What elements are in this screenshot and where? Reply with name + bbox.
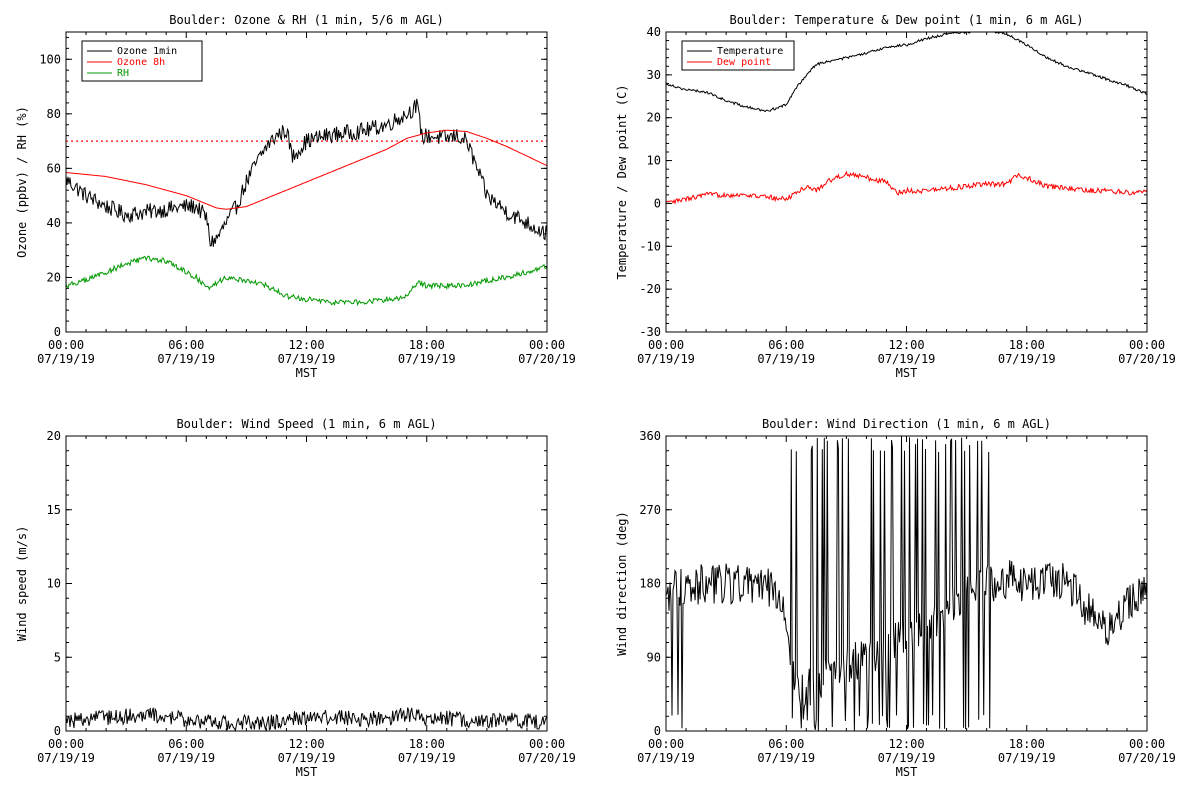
temp-dewpoint-xlabel: MST: [896, 366, 918, 380]
wind-speed-ytick-label: 15: [47, 503, 61, 517]
temp-dewpoint-legend-label: Temperature: [717, 46, 783, 57]
temp-dewpoint-xtick-time: 00:00: [1129, 338, 1165, 352]
wind-speed-xtick-date: 07/19/19: [398, 751, 456, 765]
ozone-rh-ytick-label: 40: [47, 216, 61, 230]
wind-direction-xtick-date: 07/19/19: [878, 751, 936, 765]
temp-dewpoint-ytick-label: 40: [647, 25, 661, 39]
temp-dewpoint-ytick-label: 10: [647, 154, 661, 168]
wind-direction-xtick-date: 07/19/19: [998, 751, 1056, 765]
wind-direction-title: Boulder: Wind Direction (1 min, 6 m AGL): [762, 417, 1051, 431]
wind-direction-ytick-label: 180: [639, 577, 661, 591]
ozone-rh-xtick-time: 00:00: [48, 338, 84, 352]
ozone-rh-xtick-date: 07/20/19: [518, 352, 576, 366]
temp-dewpoint-ytick-label: 20: [647, 111, 661, 125]
wind-direction-ytick-label: 360: [639, 429, 661, 443]
ozone-rh-ylabel: Ozone (ppbv) / RH (%): [15, 106, 29, 258]
wind-speed-xtick-date: 07/20/19: [518, 751, 576, 765]
wind-direction-xtick-time: 12:00: [888, 737, 924, 751]
temp-dewpoint-xtick-date: 07/19/19: [998, 352, 1056, 366]
ozone-rh-xtick-time: 18:00: [409, 338, 445, 352]
ozone-rh-xtick-date: 07/19/19: [37, 352, 95, 366]
temp-dewpoint-series-temperature: [665, 31, 1148, 113]
ozone-rh-xtick-date: 07/19/19: [398, 352, 456, 366]
ozone-rh-xtick-date: 07/19/19: [157, 352, 215, 366]
wind-direction-panel: Boulder: Wind Direction (1 min, 6 m AGL)…: [615, 417, 1176, 779]
temp-dewpoint-xtick-date: 07/19/19: [757, 352, 815, 366]
temp-dewpoint-title: Boulder: Temperature & Dew point (1 min,…: [729, 13, 1083, 27]
temp-dewpoint-xtick-time: 00:00: [648, 338, 684, 352]
temp-dewpoint-xtick-date: 07/20/19: [1118, 352, 1176, 366]
temp-dewpoint-xtick-date: 07/19/19: [878, 352, 936, 366]
wind-direction-ytick-label: 90: [647, 650, 661, 664]
temp-dewpoint-plot-frame: [665, 31, 1148, 333]
wind-direction-xtick-time: 18:00: [1009, 737, 1045, 751]
wind-direction-xtick-time: 06:00: [768, 737, 804, 751]
wind-speed-xlabel: MST: [296, 765, 318, 779]
ozone-rh-legend-label: Ozone 8h: [117, 57, 165, 68]
temp-dewpoint-series-dew-point: [665, 170, 1148, 205]
wind-speed-xtick-date: 07/19/19: [37, 751, 95, 765]
wind-speed-xtick-time: 06:00: [168, 737, 204, 751]
ozone-rh-xtick-time: 12:00: [288, 338, 324, 352]
wind-speed-xtick-time: 00:00: [529, 737, 565, 751]
wind-direction-xtick-time: 00:00: [1129, 737, 1165, 751]
wind-speed-ytick-label: 5: [54, 650, 61, 664]
wind-speed-ytick-label: 20: [47, 429, 61, 443]
ozone-rh-series-ozone-8h: [65, 129, 548, 210]
wind-speed-ytick-label: 10: [47, 577, 61, 591]
ozone-rh-plot-frame: [65, 31, 548, 333]
wind-speed-plot-frame: [65, 435, 548, 732]
temp-dewpoint-legend: [681, 40, 795, 71]
temp-dewpoint-xtick-time: 18:00: [1009, 338, 1045, 352]
wind-direction-ytick-label: 270: [639, 503, 661, 517]
wind-direction-ylabel: Wind direction (deg): [615, 511, 629, 656]
wind-speed-title: Boulder: Wind Speed (1 min, 6 m AGL): [176, 417, 436, 431]
ozone-rh-xtick-time: 00:00: [529, 338, 565, 352]
wind-direction-xtick-date: 07/20/19: [1118, 751, 1176, 765]
temp-dewpoint-ytick-label: 0: [654, 196, 661, 210]
wind-direction-series-line: [665, 436, 1148, 731]
wind-direction-xtick-date: 07/19/19: [757, 751, 815, 765]
wind-speed-xtick-date: 07/19/19: [278, 751, 336, 765]
ozone-rh-ytick-label: 80: [47, 107, 61, 121]
ozone-rh-ytick-label: 20: [47, 270, 61, 284]
wind-direction-plot-frame: [665, 435, 1148, 732]
wind-direction-ytick-label: 0: [654, 724, 661, 738]
temp-dewpoint-ytick-label: -10: [639, 239, 661, 253]
wind-speed-xtick-date: 07/19/19: [157, 751, 215, 765]
temp-dewpoint-ytick-label: -30: [639, 325, 661, 339]
temp-dewpoint-ylabel: Temperature / Dew point (C): [615, 84, 629, 279]
wind-direction-xtick-date: 07/19/19: [637, 751, 695, 765]
temp-dewpoint-xtick-time: 12:00: [888, 338, 924, 352]
ozone-rh-series-rh: [65, 255, 548, 307]
temp-dewpoint-ytick-label: -20: [639, 282, 661, 296]
ozone-rh-xlabel: MST: [296, 366, 318, 380]
ozone-rh-panel: Boulder: Ozone & RH (1 min, 5/6 m AGL) Oz…: [15, 13, 576, 380]
temp-dewpoint-xtick-time: 06:00: [768, 338, 804, 352]
ozone-rh-legend-label: RH: [117, 68, 129, 79]
wind-direction-xtick-time: 00:00: [648, 737, 684, 751]
wind-speed-ytick-label: 0: [54, 724, 61, 738]
ozone-rh-ytick-label: 60: [47, 161, 61, 175]
ozone-rh-xtick-time: 06:00: [168, 338, 204, 352]
wind-speed-xtick-time: 12:00: [288, 737, 324, 751]
wind-speed-panel: Boulder: Wind Speed (1 min, 6 m AGL) Wind…: [15, 417, 576, 779]
ozone-rh-title: Boulder: Ozone & RH (1 min, 5/6 m AGL): [169, 13, 444, 27]
wind-speed-xtick-time: 18:00: [409, 737, 445, 751]
ozone-rh-ytick-label: 100: [39, 52, 61, 66]
ozone-rh-legend: [81, 40, 203, 82]
wind-direction-xlabel: MST: [896, 765, 918, 779]
wind-speed-ylabel: Wind speed (m/s): [15, 526, 29, 642]
wind-speed-series-line: [65, 707, 548, 733]
ozone-rh-series-ozone-1min: [65, 98, 548, 247]
wind-speed-xtick-time: 00:00: [48, 737, 84, 751]
temp-dewpoint-panel: Boulder: Temperature & Dew point (1 min,…: [615, 13, 1176, 380]
ozone-rh-legend-label: Ozone 1min: [117, 46, 177, 57]
ozone-rh-xtick-date: 07/19/19: [278, 352, 336, 366]
temp-dewpoint-ytick-label: 30: [647, 68, 661, 82]
temp-dewpoint-legend-label: Dew point: [717, 57, 771, 68]
temp-dewpoint-xtick-date: 07/19/19: [637, 352, 695, 366]
ozone-rh-ytick-label: 0: [54, 325, 61, 339]
